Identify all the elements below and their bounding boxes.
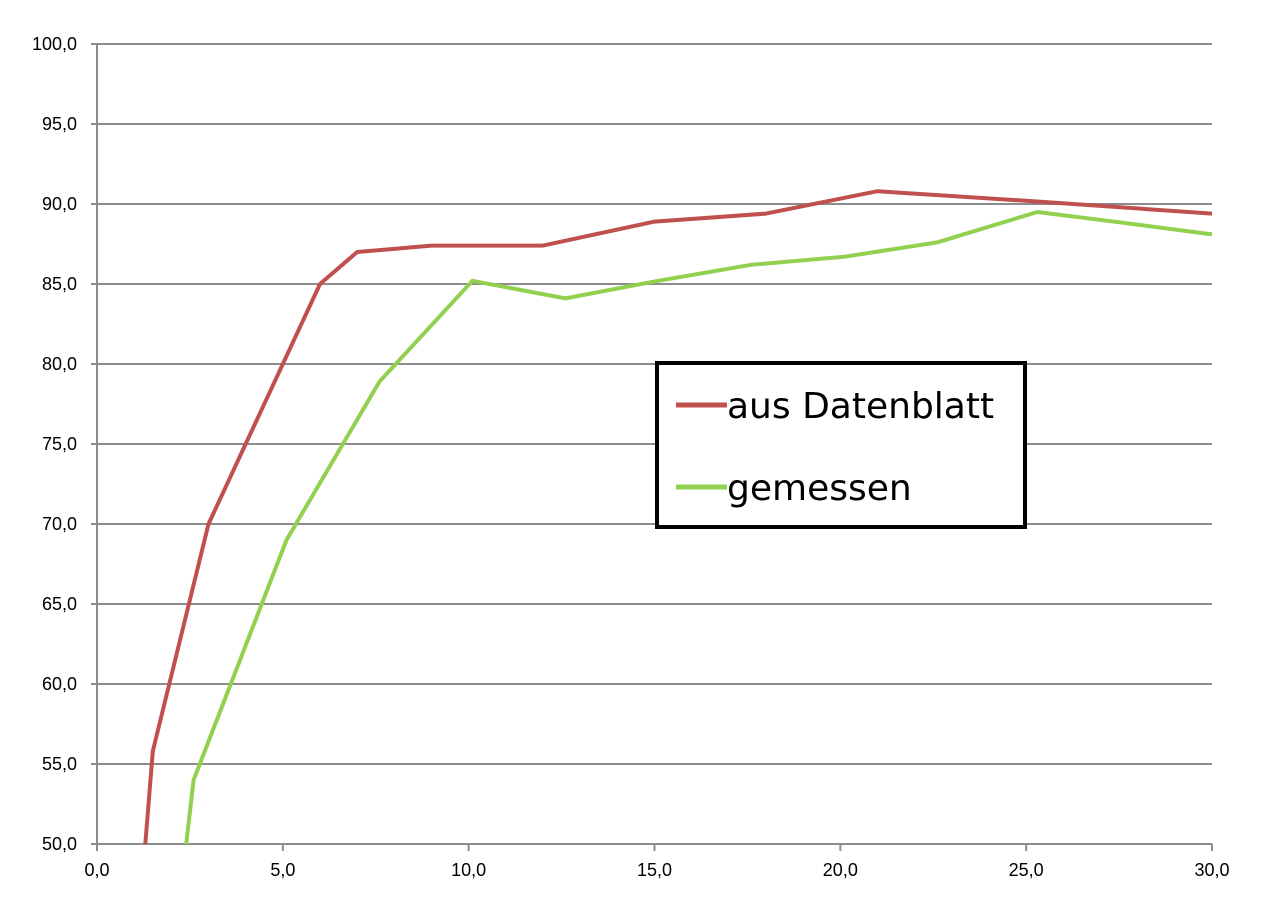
legend-label-aus-datenblatt: aus Datenblatt [727, 386, 994, 427]
x-tick-label: 30,0 [1194, 860, 1229, 880]
grid-layer [91, 43, 1212, 845]
y-tick-label: 90,0 [42, 194, 77, 214]
legend: aus Datenblatt gemessen [655, 361, 1027, 529]
y-tick-label: 85,0 [42, 274, 77, 294]
y-tick-label: 75,0 [42, 434, 77, 454]
x-tick-label: 15,0 [637, 860, 672, 880]
series-layer [143, 189, 1213, 845]
legend-label-gemessen: gemessen [727, 468, 912, 509]
y-tick-label: 50,0 [42, 834, 77, 854]
y-tick-label: 80,0 [42, 354, 77, 374]
x-tick-label: 0,0 [84, 860, 109, 880]
axis-layer: 50,0 55,0 60,0 65,0 70,0 75,0 80,0 85,0 90,0 95,0… [32, 34, 1230, 880]
y-tick-label: 65,0 [42, 594, 77, 614]
legend-box [655, 361, 1027, 529]
x-tick-label: 5,0 [270, 860, 295, 880]
x-tick-label: 20,0 [823, 860, 858, 880]
x-tick-label: 25,0 [1009, 860, 1044, 880]
y-tick-label: 60,0 [42, 674, 77, 694]
x-tick-label: 10,0 [451, 860, 486, 880]
y-tick-label: 70,0 [42, 514, 77, 534]
y-tick-label: 95,0 [42, 114, 77, 134]
y-tick-label: 100,0 [32, 34, 77, 54]
series-line-aus-datenblatt [143, 189, 1213, 845]
y-tick-label: 55,0 [42, 754, 77, 774]
series-line-gemessen [184, 210, 1213, 845]
